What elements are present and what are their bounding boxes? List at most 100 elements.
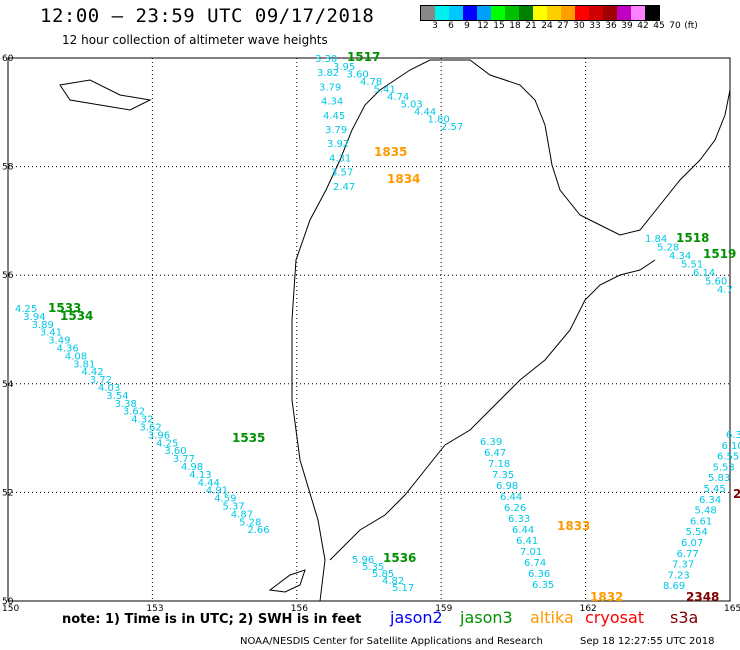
latitude-label: 54: [2, 380, 14, 390]
swh-value: 2.66: [247, 525, 269, 536]
swh-value: 5.51: [681, 260, 703, 271]
swh-value: 5.45: [704, 484, 726, 495]
swh-value: 3.79: [325, 125, 347, 136]
swh-value: 7.35: [492, 470, 514, 481]
track-time-label: 1536: [383, 551, 416, 565]
coastline-kamchatka: [329, 259, 656, 561]
colorbar-label: 18: [509, 21, 521, 31]
swh-value: 2.47: [333, 182, 355, 193]
swh-value: 6.07: [681, 538, 703, 549]
track-time-label: 1534: [60, 309, 93, 323]
swh-value: 6.36: [528, 569, 550, 580]
swh-value: 5.60: [705, 277, 727, 288]
colorbar-swatch: [575, 6, 589, 20]
generation-timestamp: Sep 18 12:27:55 UTC 2018: [580, 636, 715, 647]
swh-value: 6.39: [480, 437, 502, 448]
swh-value: 3.41: [40, 328, 62, 339]
swh-value: 6.44: [500, 492, 522, 503]
swh-value: 5.28: [239, 517, 261, 528]
swh-value: 4.44: [414, 107, 436, 118]
swh-value: 3.30: [315, 54, 337, 65]
swh-value: 5.17: [392, 583, 414, 594]
swh-value: 3.77: [173, 454, 195, 465]
legend-item-cryosat: cryosat: [585, 608, 645, 627]
track-time-label: 1833: [557, 519, 590, 533]
longitude-label: 162: [580, 604, 597, 614]
swh-value: 5.41: [374, 85, 396, 96]
swh-value: 6.10: [722, 441, 740, 452]
colorbar-label: 15: [493, 21, 505, 31]
colorbar-swatch: [603, 6, 617, 20]
swh-value: 3.38: [115, 399, 137, 410]
longitude-label: 165: [724, 604, 740, 614]
colorbar-swatch: [491, 6, 505, 20]
credit-line: NOAA/NESDIS Center for Satellite Applica…: [240, 636, 543, 647]
longitude-label: 153: [146, 604, 163, 614]
colorbar-label: 9: [464, 21, 470, 31]
swh-value: 5.54: [686, 527, 708, 538]
swh-value: 6.98: [496, 481, 518, 492]
track-time-label: 1834: [387, 172, 420, 186]
swh-value: 6.61: [690, 516, 712, 527]
swh-value: 6.55: [717, 452, 739, 463]
colorbar-label: (ft): [684, 21, 698, 31]
swh-value: 5.48: [695, 506, 717, 517]
swh-value: 4.74: [387, 92, 409, 103]
swh-value: 4.25: [15, 304, 37, 315]
colorbar-swatch: [589, 6, 603, 20]
swh-value: 3.49: [48, 336, 70, 347]
swh-value: 1.84: [645, 234, 667, 245]
swh-value: 3.96: [148, 430, 170, 441]
latitude-label: 50: [2, 597, 14, 607]
swh-value: 3.57: [331, 168, 353, 179]
swh-value: 6.26: [504, 503, 526, 514]
swh-value: 3.79: [319, 82, 341, 93]
longitude-label: 150: [2, 604, 19, 614]
swh-value: 7.01: [520, 547, 542, 558]
swh-value: 3.60: [347, 70, 369, 81]
coastline-north: [291, 59, 731, 602]
swh-value: 6.44: [512, 525, 534, 536]
legend-item-altika: altika: [530, 608, 574, 627]
swh-value: 4.36: [57, 344, 79, 355]
swh-value: 5.35: [362, 562, 384, 573]
colorbar-label: 70: [669, 21, 681, 31]
swh-value: 3.89: [32, 320, 54, 331]
colorbar-swatch: [547, 6, 561, 20]
colorbar-label: 24: [541, 21, 553, 31]
colorbar-label: 12: [477, 21, 489, 31]
swh-value: 4.98: [181, 462, 203, 473]
swh-value: 2.57: [441, 122, 463, 133]
swh-value: 4.42: [81, 367, 103, 378]
colorbar-swatch: [561, 6, 575, 20]
colorbar-label: 6: [448, 21, 454, 31]
colorbar-swatch: [645, 6, 659, 20]
swh-value: 7.23: [668, 570, 690, 581]
latitude-label: 58: [2, 163, 14, 173]
track-time-label: 1535: [232, 431, 265, 445]
track-time-label: 1519: [703, 247, 736, 261]
colorbar-swatch: [463, 6, 477, 20]
colorbar-label: 27: [557, 21, 569, 31]
track-time-label: 1832: [590, 590, 623, 604]
coastline-island: [59, 79, 152, 111]
swh-value: 4.44: [198, 478, 220, 489]
swh-value: 3.60: [164, 446, 186, 457]
swh-value: 3.62: [123, 407, 145, 418]
swh-value: 6.47: [484, 448, 506, 459]
swh-value: 3.82: [317, 68, 339, 79]
colorbar-label: 39: [621, 21, 633, 31]
swh-value: 4.91: [206, 486, 228, 497]
longitude-label: 156: [291, 604, 308, 614]
swh-value: 6.77: [677, 549, 699, 560]
swh-value: 7.18: [488, 459, 510, 470]
colorbar-labels: 3 6 9 12 15 18 21 24 27 30 33 36 39 42 45 70 (ft): [420, 21, 740, 33]
track-time-label: 1518: [676, 231, 709, 245]
swh-value: 6.34: [699, 495, 721, 506]
footer-note: note: 1) Time is in UTC; 2) SWH is in fe…: [62, 612, 362, 627]
swh-value: 4.08: [65, 351, 87, 362]
swh-value: 3.95: [333, 62, 355, 73]
swh-value: 3.92: [327, 139, 349, 150]
swh-value: 3.54: [106, 391, 128, 402]
